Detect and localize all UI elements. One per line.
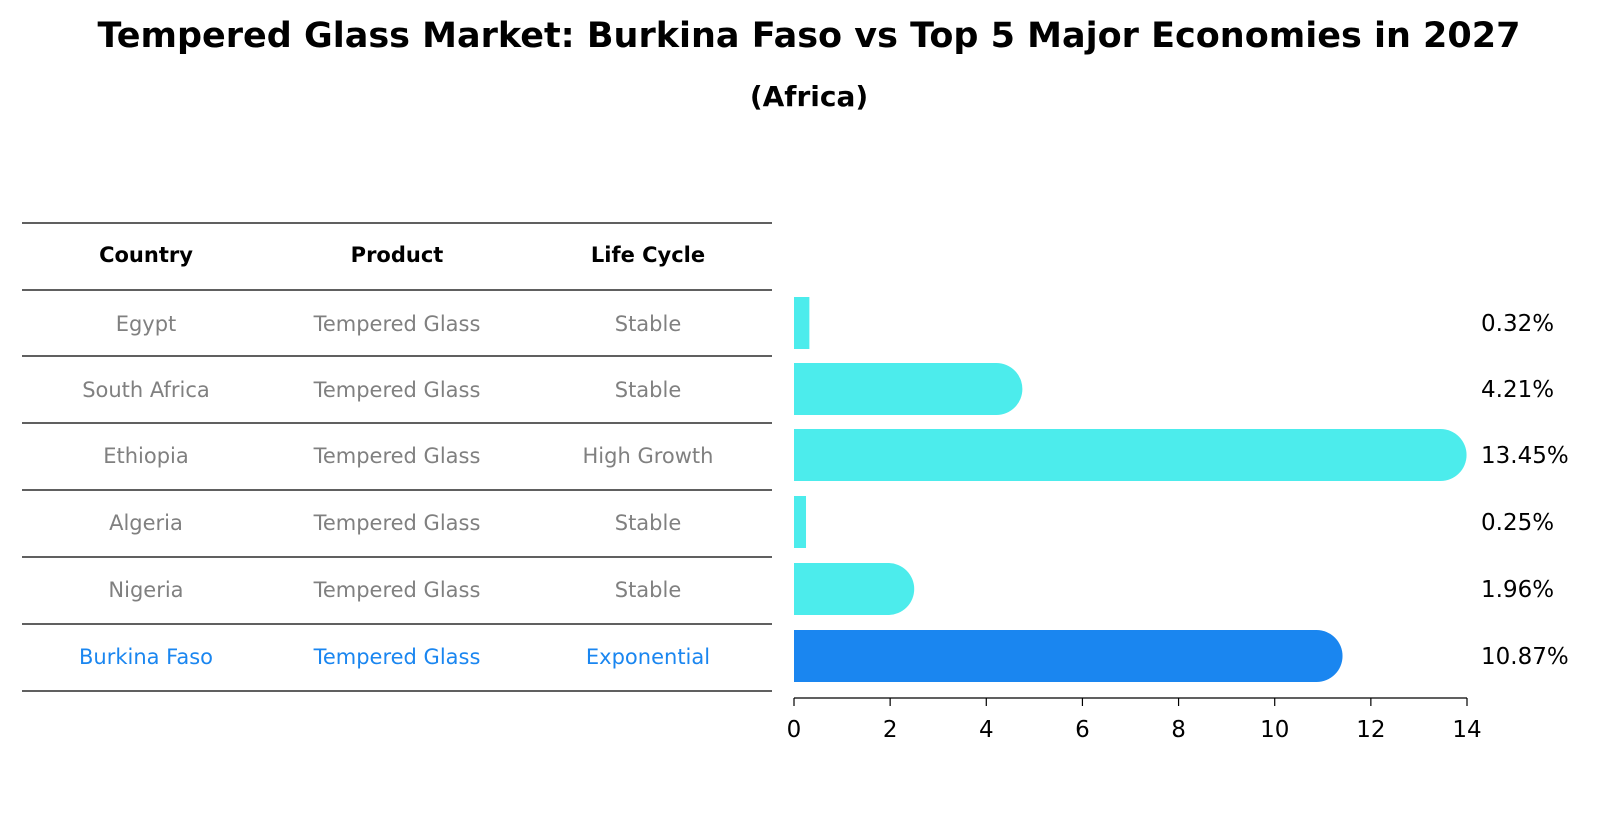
bar-egypt [794, 297, 810, 349]
table-cell-life-cycle: Exponential [586, 645, 710, 669]
table-cell-life-cycle: Stable [615, 511, 682, 535]
bar-value-label: 4.21% [1481, 377, 1554, 403]
table-cell-product: Tempered Glass [313, 378, 481, 402]
bar-value-label: 13.45% [1481, 443, 1569, 469]
x-tick-label: 4 [979, 717, 994, 743]
table-cell-product: Tempered Glass [313, 511, 481, 535]
table-cell-life-cycle: High Growth [583, 444, 714, 468]
table-cell-product: Tempered Glass [313, 645, 481, 669]
table-cell-country: Burkina Faso [79, 645, 213, 669]
table-cell-product: Tempered Glass [313, 444, 481, 468]
bar-value-label: 0.32% [1481, 311, 1554, 337]
table-cell-country: Algeria [109, 511, 183, 535]
bar-ethiopia [794, 429, 1467, 481]
x-tick-label: 12 [1356, 717, 1385, 743]
table-cell-product: Tempered Glass [313, 312, 481, 336]
x-tick-label: 0 [787, 717, 802, 743]
table-cell-country: Egypt [116, 312, 177, 336]
table-header-1: Product [351, 243, 444, 267]
table-cell-life-cycle: Stable [615, 312, 682, 336]
x-tick-label: 14 [1452, 717, 1481, 743]
table-cell-life-cycle: Stable [615, 578, 682, 602]
bar-burkina-faso [794, 630, 1343, 682]
table-cell-country: South Africa [82, 378, 210, 402]
table-cell-product: Tempered Glass [313, 578, 481, 602]
table-header-2: Life Cycle [591, 243, 705, 267]
bar-value-label: 0.25% [1481, 510, 1554, 536]
table-cell-country: Nigeria [108, 578, 183, 602]
chart-title: Tempered Glass Market: Burkina Faso vs T… [97, 16, 1521, 56]
bar-nigeria [794, 563, 915, 615]
table-cell-life-cycle: Stable [615, 378, 682, 402]
bar-south-africa [794, 363, 1023, 415]
x-tick-label: 10 [1260, 717, 1289, 743]
x-tick-label: 8 [1171, 717, 1186, 743]
chart-subtitle: (Africa) [749, 80, 869, 113]
table-cell-country: Ethiopia [103, 444, 189, 468]
bar-value-label: 1.96% [1481, 577, 1554, 603]
table-header-0: Country [99, 243, 193, 267]
x-tick-label: 6 [1075, 717, 1090, 743]
bar-algeria [794, 496, 807, 548]
bar-value-label: 10.87% [1481, 644, 1569, 670]
x-tick-label: 2 [883, 717, 898, 743]
